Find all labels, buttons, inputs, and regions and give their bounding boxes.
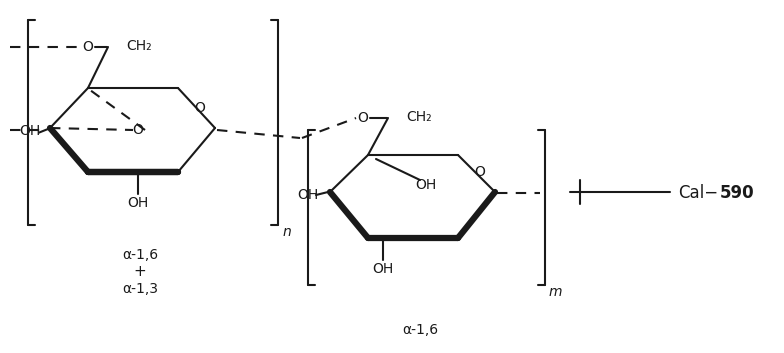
Text: n: n bbox=[282, 225, 292, 239]
Text: α-1,6: α-1,6 bbox=[402, 323, 438, 337]
Text: OH: OH bbox=[20, 124, 41, 138]
Text: 590: 590 bbox=[720, 184, 755, 202]
Text: O: O bbox=[194, 101, 205, 115]
Text: CH₂: CH₂ bbox=[406, 110, 432, 124]
Text: O: O bbox=[358, 111, 368, 125]
Text: +: + bbox=[133, 264, 147, 280]
Text: m: m bbox=[548, 285, 562, 299]
Text: OH: OH bbox=[127, 196, 149, 210]
Text: OH: OH bbox=[297, 188, 318, 202]
Text: OH: OH bbox=[372, 262, 394, 276]
Text: α-1,3: α-1,3 bbox=[122, 282, 158, 296]
Text: O: O bbox=[474, 165, 485, 179]
Text: O: O bbox=[132, 123, 143, 137]
Text: Cal−: Cal− bbox=[678, 184, 718, 202]
Text: O: O bbox=[82, 40, 93, 54]
Text: OH: OH bbox=[416, 178, 437, 192]
Text: α-1,6: α-1,6 bbox=[122, 248, 158, 262]
Text: CH₂: CH₂ bbox=[126, 39, 151, 53]
